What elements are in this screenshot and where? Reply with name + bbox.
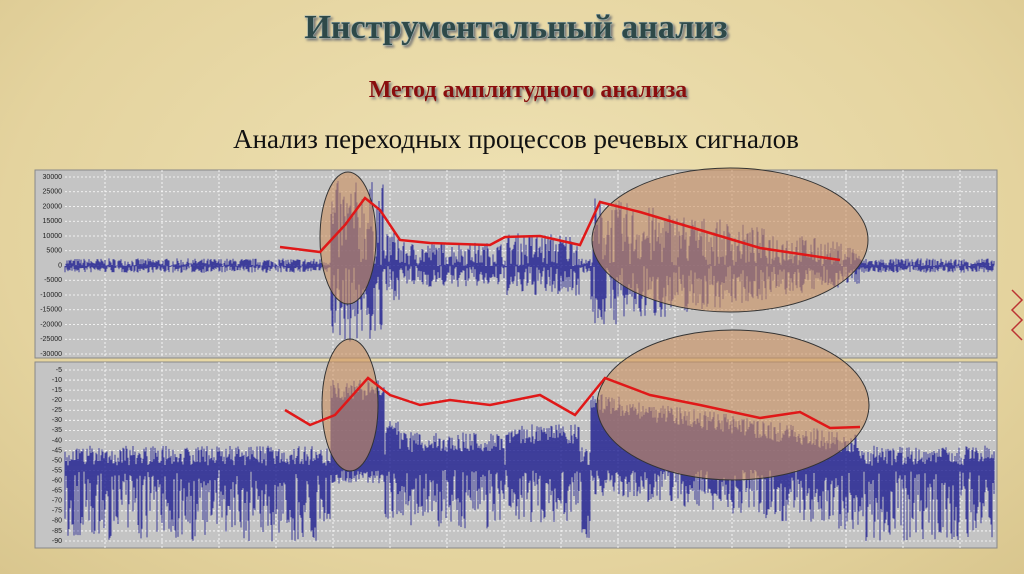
y-tick-label: 0	[58, 262, 62, 269]
y-tick-label: -50	[52, 457, 62, 464]
y-tick-label: -20	[52, 397, 62, 404]
y-tick-label: 10000	[43, 233, 63, 240]
y-tick-label: -5	[56, 367, 62, 374]
y-tick-label: -40	[52, 437, 62, 444]
y-tick-label: -60	[52, 477, 62, 484]
envelope-line	[279, 196, 841, 262]
decoration	[1010, 289, 1024, 341]
y-tick-label: -15000	[40, 307, 62, 314]
y-tick-label: 30000	[43, 174, 63, 181]
y-tick-label: -25	[52, 407, 62, 414]
heading: Анализ переходных процессов речевых сигн…	[233, 124, 799, 154]
y-tick-label: -55	[52, 467, 62, 474]
y-tick-label: -75	[52, 508, 62, 515]
y-tick-label: -20000	[40, 321, 62, 328]
y-tick-label: -45	[52, 447, 62, 454]
y-tick-label: -15	[52, 387, 62, 394]
y-tick-label: -65	[52, 488, 62, 495]
y-tick-label: -30000	[40, 351, 62, 358]
y-tick-label: 5000	[46, 248, 62, 255]
y-tick-label: -80	[52, 518, 62, 525]
y-tick-label: -10	[52, 377, 62, 384]
y-tick-label: -85	[52, 528, 62, 535]
y-tick-label: -90	[52, 538, 62, 545]
y-tick-label: -5000	[44, 277, 62, 284]
y-tick-label: 25000	[43, 189, 63, 196]
y-tick-label: -10000	[40, 292, 62, 299]
y-tick-label: 15000	[43, 218, 63, 225]
highlight-ellipse	[596, 329, 870, 481]
title: Инструментальный анализ	[304, 9, 727, 46]
highlight-ellipse	[319, 171, 377, 305]
y-tick-label: -30	[52, 417, 62, 424]
y-tick-label: -35	[52, 427, 62, 434]
highlight-ellipse	[321, 338, 379, 472]
y-tick-label: -25000	[40, 336, 62, 343]
envelope-line	[284, 376, 861, 430]
y-tick-label: -70	[52, 498, 62, 505]
subtitle: Метод амплитудного анализа	[369, 77, 688, 103]
y-tick-label: 20000	[43, 203, 63, 210]
